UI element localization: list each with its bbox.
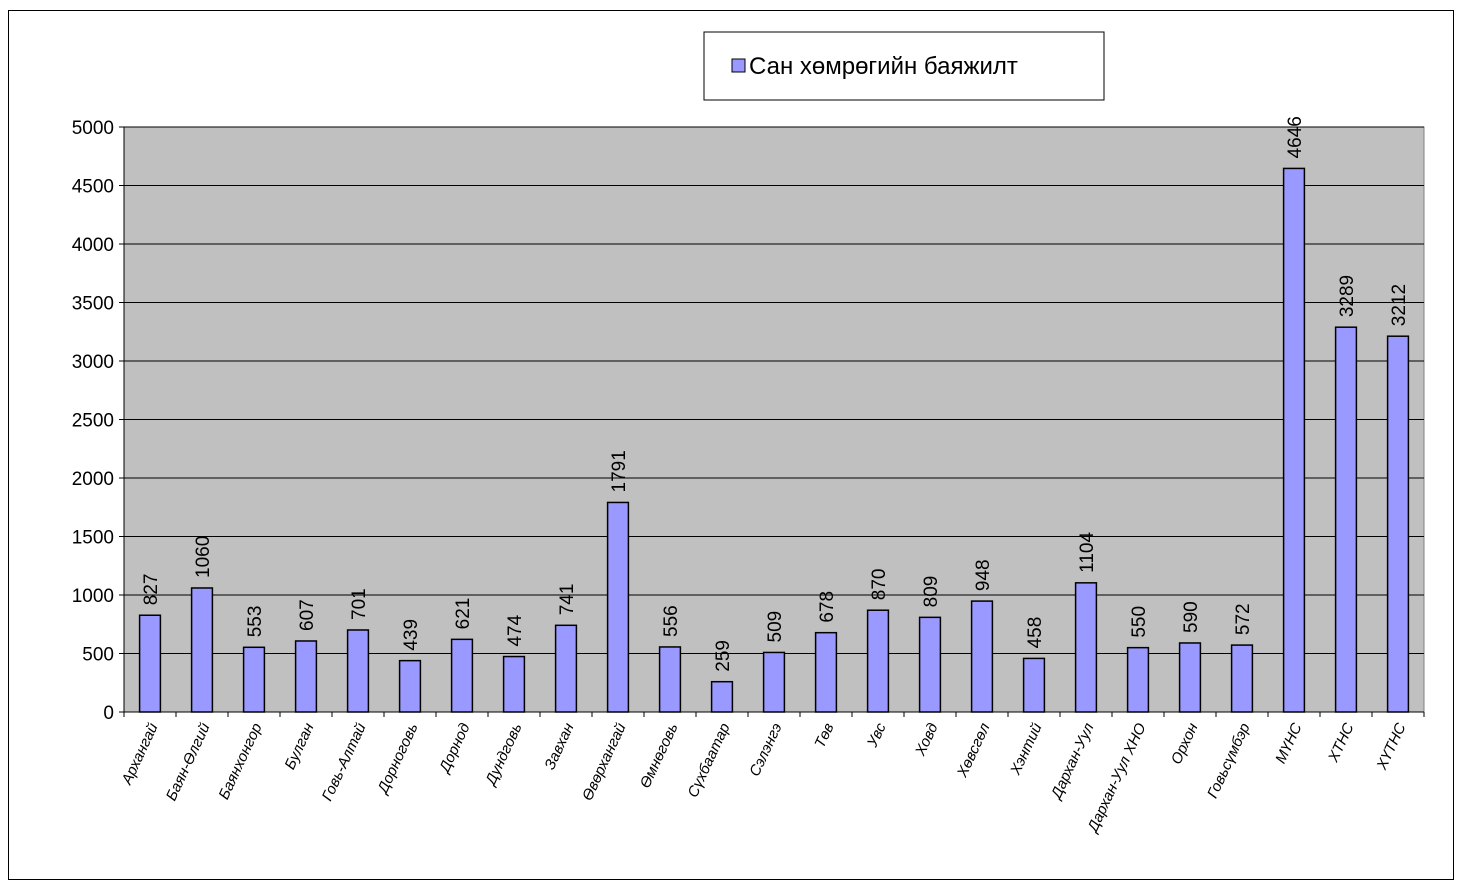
data-label: 809 (921, 576, 942, 608)
category-label: Дорнод (435, 721, 473, 777)
data-label: 553 (245, 606, 266, 638)
data-label: 509 (765, 611, 786, 643)
bar-13 (762, 651, 786, 713)
bar-20 (1126, 646, 1150, 713)
bar-25 (1386, 335, 1410, 713)
data-label: 607 (297, 599, 318, 631)
y-tick-label: 5000 (72, 118, 114, 139)
y-tick-label: 3500 (72, 294, 114, 315)
category-label: Сүхбаатар (684, 721, 733, 801)
bar-18 (1022, 657, 1046, 713)
category-label: Хэнтий (1007, 720, 1046, 778)
y-tick-label: 2500 (72, 411, 114, 432)
data-label: 550 (1129, 606, 1150, 638)
category-label: МҮНС (1272, 720, 1305, 766)
bar-23 (1282, 167, 1306, 713)
bar-8 (502, 655, 526, 713)
data-label: 590 (1181, 601, 1202, 633)
category-label: Өвөрхангай (579, 720, 630, 803)
data-label: 3212 (1389, 284, 1410, 326)
category-label: Говьсүмбэр (1204, 721, 1254, 801)
data-label: 948 (973, 559, 994, 591)
data-label: 701 (349, 588, 370, 620)
bar-6 (398, 659, 422, 713)
data-label: 1791 (609, 450, 630, 492)
data-label: 556 (661, 605, 682, 637)
category-label: Ховд (912, 721, 942, 760)
category-label: Архангай (118, 720, 162, 788)
y-tick-label: 1500 (72, 528, 114, 549)
y-tick-label: 0 (103, 703, 114, 724)
chart-frame: 0 500 1000 1500 2000 2500 3000 3500 4000 4500 5000… (8, 10, 1454, 880)
legend-label: Сан хөмрөгийн баяжилт (749, 53, 1018, 80)
bar-15 (866, 609, 890, 713)
bar-chart: 0 500 1000 1500 2000 2500 3000 3500 4000 4500 5000… (72, 31, 1425, 836)
category-label: Дархан-Уул (1047, 720, 1098, 803)
y-tick-label: 2000 (72, 469, 114, 490)
y-tick-label: 4500 (72, 177, 114, 198)
category-label: Увс (864, 720, 890, 751)
bar-3 (242, 646, 266, 713)
data-label: 1060 (193, 536, 214, 578)
y-tick-label: 1000 (72, 586, 114, 607)
bar-5 (346, 629, 370, 713)
legend-box (703, 31, 1105, 101)
bar-16 (918, 616, 942, 713)
bar-11 (658, 646, 682, 713)
bar-4 (294, 640, 318, 713)
data-label: 621 (453, 598, 474, 630)
bar-21 (1178, 642, 1202, 713)
bar-14 (814, 631, 838, 713)
data-label: 827 (141, 574, 162, 606)
bar-17 (970, 600, 994, 713)
category-label: Дархан-Уул ХНО (1084, 720, 1150, 836)
y-tick-label: 3000 (72, 352, 114, 373)
bar-12 (710, 680, 734, 713)
y-tick-label: 500 (82, 645, 114, 666)
data-label: 4646 (1285, 116, 1306, 158)
bar-19 (1074, 582, 1098, 713)
category-label: Өмнөговь (637, 720, 682, 791)
data-label: 458 (1025, 617, 1046, 649)
data-label: 678 (817, 591, 838, 623)
bar-9 (554, 624, 578, 713)
data-label: 870 (869, 569, 890, 601)
category-label: Говь-Алтай (319, 720, 370, 804)
bar-1 (138, 614, 162, 713)
category-label: Дундговь (481, 720, 525, 789)
data-label: 572 (1233, 603, 1254, 635)
bar-2 (190, 587, 214, 713)
data-label: 474 (505, 614, 526, 646)
data-label: 3289 (1337, 275, 1358, 317)
data-label: 259 (713, 640, 734, 672)
y-tick-label: 4000 (72, 235, 114, 256)
category-label: Баян-Өлгий (163, 720, 214, 804)
data-label: 1104 (1077, 532, 1098, 573)
category-label: Завхан (541, 721, 577, 773)
category-label: Дорноговь (374, 720, 422, 797)
bar-10 (606, 501, 630, 713)
category-label: Төв (812, 720, 838, 750)
data-label: 439 (401, 619, 422, 651)
bar-22 (1230, 644, 1254, 713)
legend-swatch (731, 58, 746, 73)
category-label: Баянхонгор (215, 721, 265, 803)
data-label: 741 (557, 584, 578, 616)
bar-7 (450, 638, 474, 713)
category-label: ХТНС (1325, 720, 1358, 765)
category-label: Сэлэнгэ (746, 721, 785, 780)
category-label: Булган (281, 721, 317, 773)
category-label: Хөвсгөл (953, 720, 993, 781)
category-label: ХҮТНС (1373, 720, 1410, 773)
bar-24 (1334, 326, 1358, 713)
category-label: Орхон (1168, 721, 1202, 768)
